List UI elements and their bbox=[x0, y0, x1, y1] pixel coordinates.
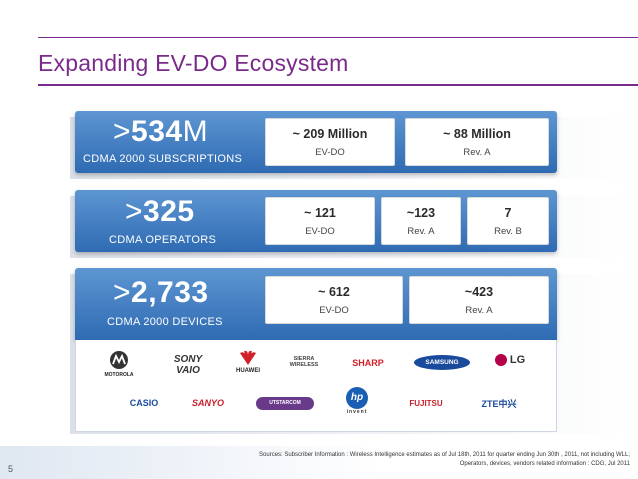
lg-face-icon bbox=[494, 354, 507, 367]
tile-value: ~423 bbox=[464, 285, 494, 299]
motorola-mark-icon bbox=[110, 351, 128, 369]
tile-label: EV-DO bbox=[315, 147, 345, 158]
tile-label: Rev. A bbox=[407, 226, 435, 237]
subscriptions-big-number: >534M bbox=[113, 115, 209, 148]
tile-value: ~ 209 Million bbox=[292, 127, 368, 141]
lg-logo: LG bbox=[490, 354, 530, 367]
sierra-wireless-logo: SIERRA WIRELESS bbox=[289, 356, 319, 368]
tile-value: ~ 121 bbox=[304, 206, 336, 220]
header-rule bbox=[38, 37, 638, 38]
tile-reva-subscriptions: ~ 88 Million Rev. A bbox=[405, 118, 549, 166]
tile-value: ~ 88 Million bbox=[443, 127, 511, 141]
tile-reva-devices: ~423 Rev. A bbox=[409, 276, 549, 324]
huawei-logo: HUAWEI bbox=[228, 350, 268, 374]
tile-revb-operators: 7 Rev. B bbox=[467, 197, 549, 245]
devices-subtitle: CDMA 2000 DEVICES bbox=[107, 316, 223, 328]
page-title: Expanding EV-DO Ecosystem bbox=[38, 50, 349, 76]
subscriptions-subtitle: CDMA 2000 SUBSCRIPTIONS bbox=[83, 153, 243, 165]
source-line: Operators, devices, vendors related info… bbox=[459, 461, 630, 467]
tile-evdo-subscriptions: ~ 209 Million EV-DO bbox=[265, 118, 395, 166]
tile-label: EV-DO bbox=[305, 226, 335, 237]
tile-value: ~123 bbox=[406, 206, 436, 220]
page-number: 5 bbox=[8, 464, 14, 474]
tile-evdo-operators: ~ 121 EV-DO bbox=[265, 197, 375, 245]
footer-bar bbox=[0, 446, 638, 479]
fujitsu-logo: FUJITSU bbox=[409, 399, 443, 408]
subscriptions-band: >534M CDMA 2000 SUBSCRIPTIONS ~ 209 Mill… bbox=[75, 111, 557, 173]
tile-label: EV-DO bbox=[319, 305, 349, 316]
hp-logo: hp invent bbox=[342, 387, 372, 415]
motorola-logo: MOTOROLA bbox=[94, 350, 144, 378]
devices-big-number: >2,733 bbox=[113, 276, 209, 309]
source-line: Sources: Subscriber Information : Wirele… bbox=[259, 452, 630, 458]
title-underline bbox=[38, 84, 638, 86]
tile-value: 7 bbox=[504, 206, 512, 220]
huawei-petals-icon bbox=[240, 350, 256, 365]
hp-mark-icon: hp bbox=[346, 387, 368, 409]
sharp-logo: SHARP bbox=[352, 358, 384, 368]
operators-big-number: >325 bbox=[125, 195, 195, 228]
operators-subtitle: CDMA OPERATORS bbox=[109, 234, 217, 246]
devices-band: >2,733 CDMA 2000 DEVICES ~ 612 EV-DO ~42… bbox=[75, 268, 557, 340]
sony-vaio-logo: SONY VAIO bbox=[173, 354, 203, 376]
tile-label: Rev. B bbox=[494, 226, 522, 237]
tile-label: Rev. A bbox=[463, 147, 491, 158]
tile-label: Rev. A bbox=[465, 305, 493, 316]
tile-reva-operators: ~123 Rev. A bbox=[381, 197, 461, 245]
zte-logo: ZTE中兴 bbox=[481, 399, 517, 409]
tile-value: ~ 612 bbox=[318, 285, 350, 299]
operators-band: >325 CDMA OPERATORS ~ 121 EV-DO ~123 Rev… bbox=[75, 190, 557, 252]
source-note: Sources: Subscriber Information : Wirele… bbox=[210, 451, 630, 469]
utstarcom-logo: UTSTARCOM bbox=[256, 397, 314, 410]
sanyo-logo: SANYO bbox=[191, 398, 224, 408]
samsung-logo: SAMSUNG bbox=[414, 355, 470, 370]
vendor-logos-panel: MOTOROLA SONY VAIO HUAWEI SIERRA WIRELES… bbox=[75, 340, 557, 432]
tile-evdo-devices: ~ 612 EV-DO bbox=[265, 276, 403, 324]
casio-logo: CASIO bbox=[129, 398, 159, 408]
